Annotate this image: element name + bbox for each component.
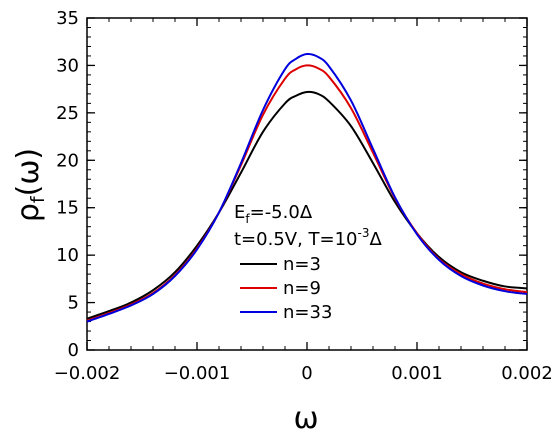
annotation-ef-main: E [234, 202, 245, 223]
annotation-t-exponent: -3 [358, 226, 370, 240]
y-tick-label: 0 [68, 340, 79, 361]
y-tick-label: 25 [56, 103, 79, 124]
y-axis: 0 5 10 15 20 25 30 35 [56, 8, 527, 361]
legend-label-n3: n=3 [283, 254, 321, 275]
annotation-line-2: t=0.5V, T=10-3Δ [234, 226, 382, 250]
legend-label-n9: n=9 [283, 278, 321, 299]
y-tick-label: 5 [68, 293, 79, 314]
series-line-n-33 [86, 52, 528, 323]
x-tick-label: 0.001 [391, 363, 443, 384]
annotation-t-part: t=0.5V, T=10 [234, 229, 358, 250]
annotation-t-unit: Δ [369, 229, 382, 250]
annotation-ef-sub: f [245, 212, 250, 226]
series-layer [86, 52, 528, 323]
y-tick-label: 10 [56, 245, 79, 266]
x-axis-title: ω [293, 401, 318, 433]
y-tick-label: 35 [56, 8, 79, 29]
y-axis-title-sub: f [27, 195, 49, 203]
y-axis-title-main: ρ [11, 203, 46, 222]
plot-frame [86, 17, 528, 351]
plot-area [86, 17, 528, 351]
y-tick-label: 15 [56, 198, 79, 219]
x-tick-label: −0.001 [164, 363, 231, 384]
x-tick-label: 0 [301, 363, 312, 384]
x-tick-label: 0.002 [501, 363, 553, 384]
series-line-n-3 [86, 90, 528, 320]
y-axis-title: ρf(ω) [11, 148, 49, 222]
y-tick-label: 20 [56, 150, 79, 171]
x-axis: −0.002 −0.001 0 0.001 0.002 [54, 18, 553, 384]
annotation-ef-value: =-5.0Δ [250, 202, 313, 223]
y-tick-label: 30 [56, 55, 79, 76]
x-tick-label: −0.002 [54, 363, 121, 384]
y-axis-title-suffix: (ω) [11, 148, 46, 197]
annotation-line-1: Ef=-5.0Δ [234, 202, 313, 226]
legend-label-n33: n=33 [283, 302, 332, 323]
legend: n=3 n=9 n=33 [240, 254, 332, 323]
